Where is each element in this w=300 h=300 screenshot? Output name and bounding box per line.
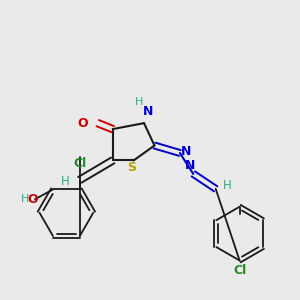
Text: N: N	[181, 145, 192, 158]
Text: N: N	[185, 159, 196, 172]
Text: H: H	[20, 194, 29, 204]
Text: H: H	[223, 179, 232, 192]
Text: N: N	[143, 105, 154, 118]
Text: H: H	[61, 175, 69, 188]
Text: Cl: Cl	[233, 264, 246, 278]
Text: H: H	[134, 97, 143, 107]
Text: O: O	[27, 193, 38, 206]
Text: O: O	[77, 117, 88, 130]
Text: S: S	[128, 161, 136, 174]
Text: Cl: Cl	[73, 157, 86, 170]
